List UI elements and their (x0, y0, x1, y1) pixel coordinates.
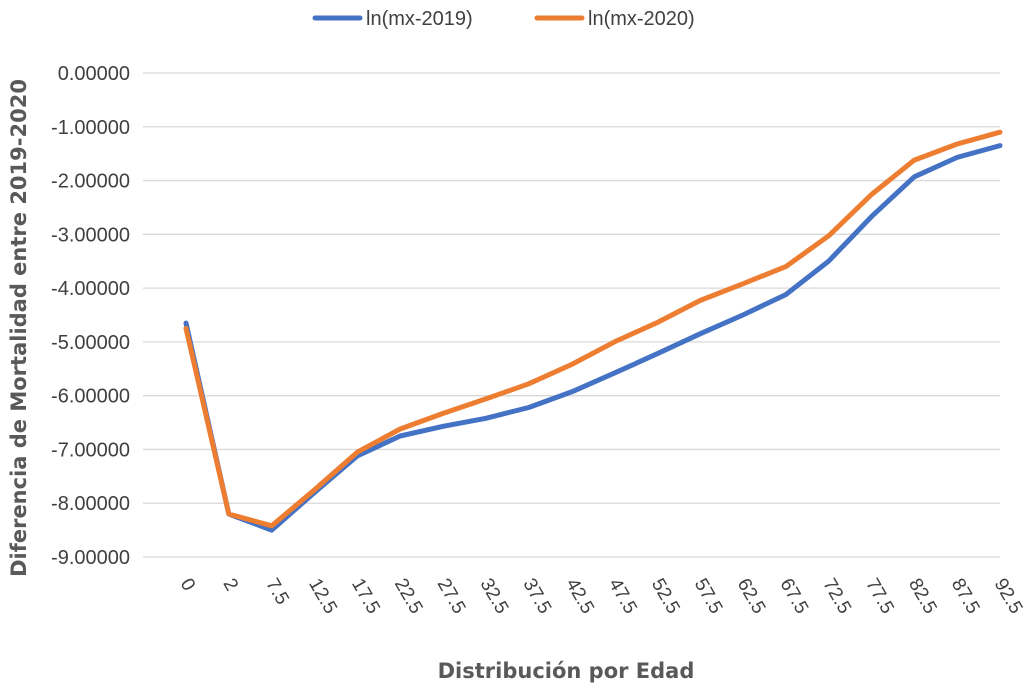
x-tick-label: 0 (176, 575, 199, 595)
x-tick-label: 22.5 (390, 575, 427, 618)
x-tick-label: 87.5 (947, 575, 984, 618)
y-tick-label: -9.00000 (51, 547, 130, 569)
series-lines (183, 129, 1003, 533)
y-tick-label: -4.00000 (51, 278, 130, 300)
x-tick-label: 67.5 (775, 575, 812, 618)
y-tick-label: -6.00000 (51, 386, 130, 408)
x-axis-ticks: 0 2 7.5 12.5 17.5 22.5 27.5 32.5 37.5 42.5 47.5 52.… (176, 575, 1027, 618)
legend-label-2019: ln(mx-2019) (366, 8, 473, 30)
y-axis-ticks: 0.00000 -1.00000 -2.00000 -3.00000 -4.00000 -… (51, 63, 130, 569)
y-tick-label: -8.00000 (51, 493, 130, 515)
y-axis-title: Diferencia de Mortalidad entre 2019-2020 (7, 79, 31, 577)
x-tick-label: 37.5 (518, 575, 555, 618)
series-line-2019 (183, 143, 1003, 533)
y-tick-label: -1.00000 (51, 117, 130, 139)
x-tick-label: 72.5 (818, 575, 855, 618)
x-tick-label: 27.5 (433, 575, 470, 618)
y-tick-label: 0.00000 (58, 63, 130, 85)
y-tick-label: -2.00000 (51, 171, 130, 193)
x-tick-label: 32.5 (476, 575, 513, 618)
x-tick-label: 82.5 (904, 575, 941, 618)
x-tick-label: 2 (219, 575, 242, 595)
x-tick-label: 42.5 (561, 575, 598, 618)
series-line-2020 (183, 129, 1003, 529)
gridlines (143, 72, 1000, 558)
x-tick-label: 77.5 (861, 575, 898, 618)
y-tick-label: -3.00000 (51, 224, 130, 246)
y-tick-label: -7.00000 (51, 439, 130, 461)
x-tick-label: 47.5 (604, 575, 641, 618)
x-tick-label: 92.5 (990, 575, 1027, 618)
y-tick-label: -5.00000 (51, 332, 130, 354)
x-tick-label: 12.5 (304, 575, 341, 618)
x-tick-label: 57.5 (690, 575, 727, 618)
x-tick-label: 7.5 (261, 575, 292, 608)
x-axis-title: Distribución por Edad (438, 659, 695, 683)
x-tick-label: 62.5 (733, 575, 770, 618)
x-tick-label: 17.5 (347, 575, 384, 618)
legend: ln(mx-2019) ln(mx-2020) (312, 8, 695, 30)
legend-label-2020: ln(mx-2020) (588, 8, 695, 30)
x-tick-label: 52.5 (647, 575, 684, 618)
